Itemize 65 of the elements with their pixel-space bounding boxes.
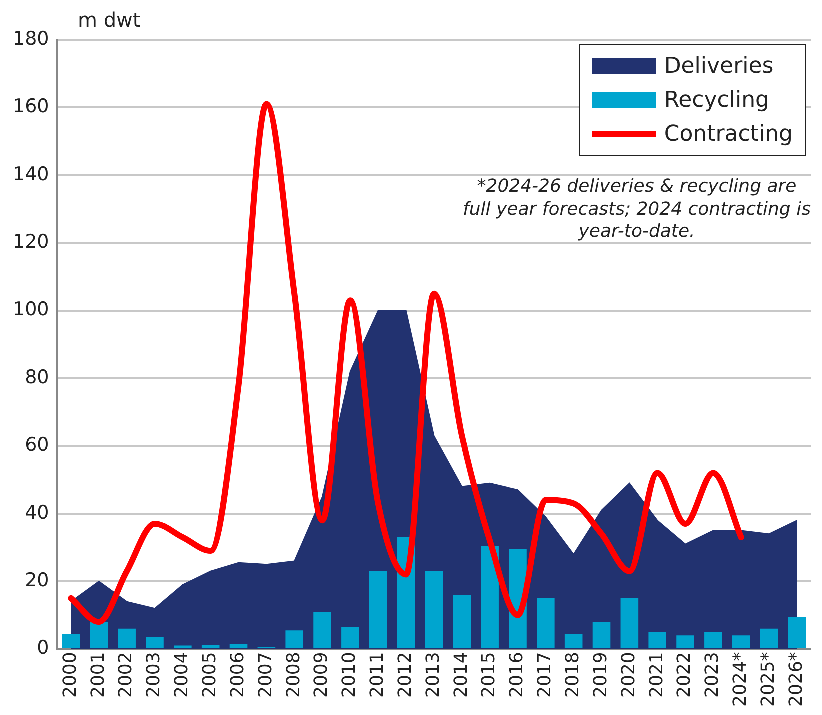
x-tick-label: 2009 — [311, 652, 332, 698]
bar — [704, 632, 722, 648]
x-tick-label: 2004 — [172, 652, 193, 698]
annotation: *2024-26 deliveries & recycling are full year forecasts; 2024 contracting is year-to-date. — [462, 176, 812, 244]
y-tick-label: 100 — [13, 298, 50, 321]
x-tick-label: 2020 — [618, 652, 640, 698]
y-tick-label: 120 — [13, 231, 50, 253]
x-tick-label: 2025* — [758, 652, 779, 708]
x-tick-label: 2015 — [478, 652, 500, 698]
bar — [648, 632, 666, 648]
bar — [537, 598, 555, 648]
x-tick-label: 2016 — [506, 652, 528, 698]
x-tick-label: 2021 — [646, 652, 668, 698]
x-tick-label: 2017 — [534, 652, 556, 698]
bar — [342, 627, 360, 648]
bar — [202, 645, 220, 648]
bar — [592, 622, 611, 648]
bar — [286, 630, 304, 648]
legend-label: Contracting — [664, 122, 793, 146]
y-tick-label: 180 — [13, 28, 50, 50]
x-tick-label: 2008 — [283, 652, 304, 698]
x-tick-label: 2013 — [422, 652, 444, 698]
y-tick-label: 40 — [25, 502, 50, 524]
bar — [732, 636, 750, 648]
x-tick-label: 2005 — [200, 652, 221, 698]
x-tick-label: 2026* — [786, 652, 807, 708]
legend-label: Recycling — [664, 88, 770, 112]
bar — [90, 622, 108, 648]
bar — [62, 634, 80, 648]
x-tick-label: 2006 — [227, 652, 248, 698]
x-tick-label: 2002 — [116, 652, 137, 698]
bar — [788, 617, 806, 648]
x-tick-label: 2011 — [367, 652, 388, 698]
x-tick-label: 2024* — [730, 652, 752, 708]
bar — [118, 628, 136, 648]
y-axis-title: m dwt — [78, 8, 141, 32]
x-tick-label: 2022 — [674, 652, 696, 698]
bar — [676, 636, 694, 648]
x-tick-label: 2003 — [144, 652, 165, 698]
bar — [481, 546, 499, 648]
y-tick-label: 0 — [37, 637, 50, 660]
x-tick-label: 2018 — [562, 652, 584, 698]
bar — [369, 571, 388, 648]
y-tick-label: 160 — [13, 96, 50, 118]
bar — [146, 637, 164, 648]
x-tick-label: 2007 — [255, 652, 276, 698]
bar — [564, 634, 583, 648]
x-tick-label: 2014 — [450, 652, 472, 698]
y-tick-label: 20 — [25, 569, 50, 592]
x-tick-label: 2023 — [702, 652, 724, 698]
bar — [425, 571, 444, 648]
bar — [760, 628, 778, 648]
x-tick-label: 2001 — [88, 652, 109, 698]
y-tick-label: 140 — [13, 163, 50, 186]
bar — [453, 595, 472, 648]
y-tick-label: 80 — [25, 366, 50, 388]
y-tick-label: 60 — [25, 434, 50, 456]
x-tick-label: 2019 — [590, 652, 612, 698]
x-tick-label: 2010 — [339, 652, 360, 698]
x-tick-label: 2012 — [394, 652, 416, 698]
bar — [314, 612, 332, 648]
x-tick-label: 2000 — [60, 652, 81, 698]
bar — [620, 598, 639, 648]
legend-label: Deliveries — [664, 54, 774, 78]
bar — [230, 644, 248, 648]
